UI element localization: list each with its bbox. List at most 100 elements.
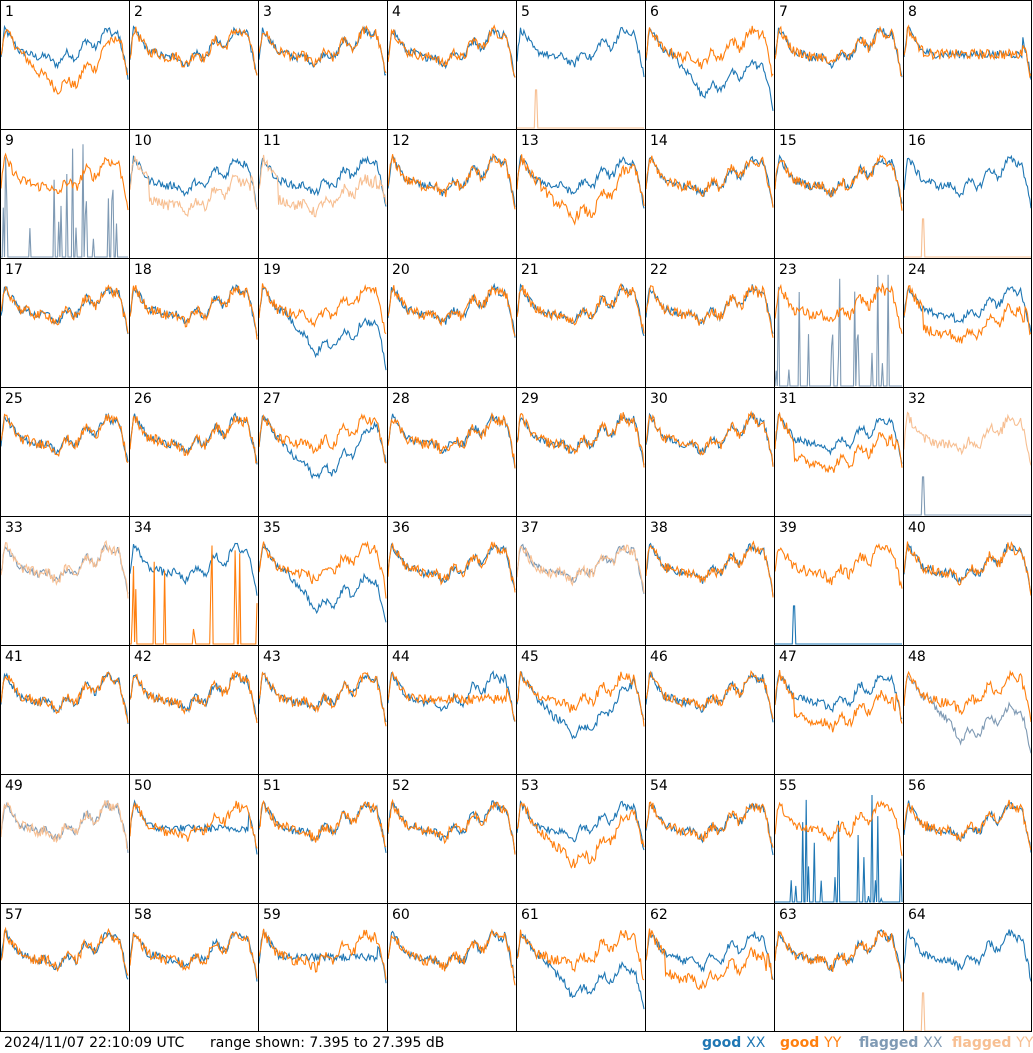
legend-flagged-xx-swatch: XX xyxy=(923,1035,943,1051)
panel-14-xx-series xyxy=(645,155,774,207)
panel-29-yy-series xyxy=(516,412,645,468)
panel-10-label: 10 xyxy=(134,133,152,149)
panel-53-xx-series xyxy=(516,800,645,851)
legend-flagged-xx-label: flagged xyxy=(859,1035,919,1051)
panel-21-yy-series xyxy=(516,282,645,334)
panel-64-yy-series xyxy=(904,992,1031,1032)
panel-24-yy-series xyxy=(903,284,1032,344)
panel-3: 3 xyxy=(258,4,387,76)
panel-19-xx-series xyxy=(258,286,387,371)
panel-33-label: 33 xyxy=(5,520,23,536)
panel-60: 60 xyxy=(387,907,516,986)
panel-49: 49 xyxy=(0,778,129,853)
panel-55: 55 xyxy=(774,778,903,903)
panel-16: 16 xyxy=(903,133,1032,258)
panel-28: 28 xyxy=(387,391,516,469)
panel-30-yy-series xyxy=(645,410,774,467)
panel-43-label: 43 xyxy=(263,649,281,665)
panel-44-xx-series xyxy=(387,670,516,722)
legend-good-yy: good YY xyxy=(780,1034,841,1052)
panel-18-xx-series xyxy=(129,284,258,337)
panel-24: 24 xyxy=(903,262,1032,344)
panel-25: 25 xyxy=(0,391,129,463)
panel-40-label: 40 xyxy=(908,520,926,536)
panel-29-label: 29 xyxy=(521,391,539,407)
panel-56: 56 xyxy=(903,778,1032,853)
legend-flagged-yy-label: flagged xyxy=(952,1035,1012,1051)
panel-41-label: 41 xyxy=(5,649,23,665)
panel-48-xx-series xyxy=(903,674,1032,754)
panel-30: 30 xyxy=(645,391,774,467)
panel-3-label: 3 xyxy=(263,4,272,20)
panel-2-yy-series xyxy=(129,26,258,76)
panel-20-label: 20 xyxy=(392,262,410,278)
panel-42-label: 42 xyxy=(134,649,152,665)
panel-44-yy-series xyxy=(387,670,516,722)
panel-18: 18 xyxy=(129,262,258,340)
panel-19: 19 xyxy=(258,262,387,371)
panel-1-label: 1 xyxy=(5,4,14,20)
panel-54-yy-series xyxy=(645,801,774,848)
panel-63-xx-series xyxy=(774,929,903,979)
panel-49-yy-series xyxy=(0,799,129,850)
legend-good-xx-label: good xyxy=(702,1035,742,1051)
panel-48-yy-series xyxy=(903,669,1032,723)
panel-16-yy-series xyxy=(904,218,1031,258)
panel-21: 21 xyxy=(516,262,645,337)
panel-53-label: 53 xyxy=(521,778,539,794)
panel-35-xx-series xyxy=(258,543,387,623)
panel-4-xx-series xyxy=(387,28,516,78)
panel-52: 52 xyxy=(387,778,516,855)
panel-17: 17 xyxy=(0,262,129,335)
panel-34-xx-series xyxy=(129,542,258,596)
panel-15-yy-series xyxy=(774,154,903,211)
panel-19-label: 19 xyxy=(263,262,281,278)
panel-39-xx-series xyxy=(775,605,902,645)
panel-15-label: 15 xyxy=(779,133,797,149)
panel-26: 26 xyxy=(129,391,258,465)
panel-39-yy-series xyxy=(774,543,903,589)
panel-32-xx-series xyxy=(904,476,1031,516)
panel-45-xx-series xyxy=(516,670,645,740)
panel-16-label: 16 xyxy=(908,133,926,149)
panel-14-label: 14 xyxy=(650,133,668,149)
panel-13-label: 13 xyxy=(521,133,539,149)
panel-63: 63 xyxy=(774,907,903,982)
panel-61-yy-series xyxy=(516,929,645,981)
panel-43-yy-series xyxy=(258,671,387,727)
panel-57-label: 57 xyxy=(5,907,23,923)
panel-11-yy-series xyxy=(258,154,387,218)
panel-35-yy-series xyxy=(258,540,387,599)
panel-40: 40 xyxy=(903,520,1032,596)
panel-37-label: 37 xyxy=(521,520,539,536)
panel-33: 33 xyxy=(0,520,129,599)
panel-48-label: 48 xyxy=(908,649,926,665)
panel-38-label: 38 xyxy=(650,520,668,536)
panel-11-xx-series xyxy=(258,155,387,207)
panel-1: 1 xyxy=(0,4,129,95)
panel-34-label: 34 xyxy=(134,520,152,536)
panel-28-label: 28 xyxy=(392,391,410,407)
panel-55-label: 55 xyxy=(779,778,797,794)
panel-60-label: 60 xyxy=(392,907,410,923)
panel-2: 2 xyxy=(129,4,258,76)
panel-62: 62 xyxy=(645,907,774,991)
panel-55-yy-series xyxy=(774,800,903,856)
panel-56-label: 56 xyxy=(908,778,926,794)
panel-50-xx-series xyxy=(129,799,258,855)
panel-63-label: 63 xyxy=(779,907,797,923)
panel-3-yy-series xyxy=(258,25,387,74)
panel-16-xx-series xyxy=(903,154,1032,209)
panel-53: 53 xyxy=(516,778,645,869)
panel-58-xx-series xyxy=(129,931,258,982)
panel-61: 61 xyxy=(516,907,645,1010)
panel-26-yy-series xyxy=(129,416,258,464)
panel-6-xx-series xyxy=(645,28,774,111)
panel-51-yy-series xyxy=(258,800,387,848)
panel-50-label: 50 xyxy=(134,778,152,794)
panel-10: 10 xyxy=(129,133,258,218)
panel-27-label: 27 xyxy=(263,391,281,407)
panel-47: 47 xyxy=(774,649,903,733)
panel-22-yy-series xyxy=(645,284,774,338)
panel-23: 23 xyxy=(774,262,903,387)
